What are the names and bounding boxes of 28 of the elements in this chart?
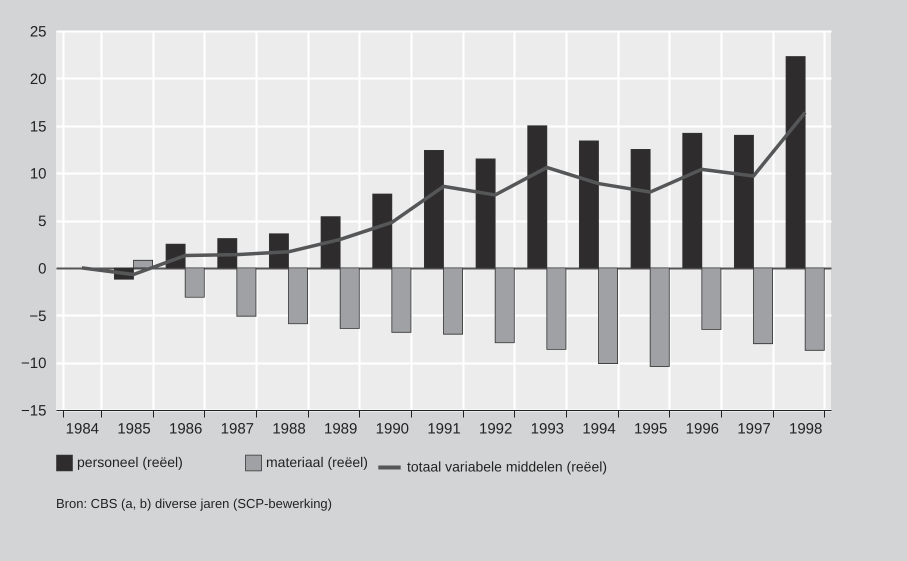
y-tick-label: 15 bbox=[30, 118, 46, 136]
x-tick-label: 1991 bbox=[427, 420, 461, 438]
x-tick-label: 1989 bbox=[324, 420, 358, 438]
y-tick-label: −10 bbox=[21, 355, 46, 372]
y-tick-label: 20 bbox=[30, 70, 46, 88]
x-tick-label: 1997 bbox=[737, 420, 771, 438]
x-tick-label: 1985 bbox=[117, 420, 151, 438]
x-tick-label: 1992 bbox=[478, 420, 512, 438]
y-tick-label: −5 bbox=[29, 308, 46, 325]
x-tick-label: 1988 bbox=[272, 420, 306, 438]
y-tick-label: 10 bbox=[30, 166, 46, 183]
x-tick-label: 1990 bbox=[376, 420, 410, 438]
legend-label: materiaal (reëel) bbox=[266, 454, 368, 470]
x-tick-label: 1995 bbox=[634, 420, 668, 438]
x-tick-label: 1984 bbox=[66, 420, 100, 438]
x-tick-label: 1994 bbox=[582, 420, 616, 438]
x-tick-label: 1986 bbox=[168, 420, 202, 438]
x-tick-label: 1993 bbox=[530, 420, 564, 438]
text: Bron: CBS (a, b) diverse jaren (SCP-bewerking) bbox=[56, 496, 332, 511]
y-tick-label: 25 bbox=[30, 24, 46, 40]
y-tick-label: 5 bbox=[38, 213, 46, 230]
x-tick-label: 1998 bbox=[788, 420, 822, 438]
x-tick-label: 1987 bbox=[220, 420, 254, 438]
x-tick-label: 1996 bbox=[686, 420, 720, 438]
legend-label: totaal variabele middelen (reëel) bbox=[407, 458, 607, 474]
legend-label: personeel (reëel) bbox=[77, 454, 183, 470]
y-tick-label: 0 bbox=[38, 260, 46, 278]
y-tick-label: −15 bbox=[21, 402, 46, 420]
